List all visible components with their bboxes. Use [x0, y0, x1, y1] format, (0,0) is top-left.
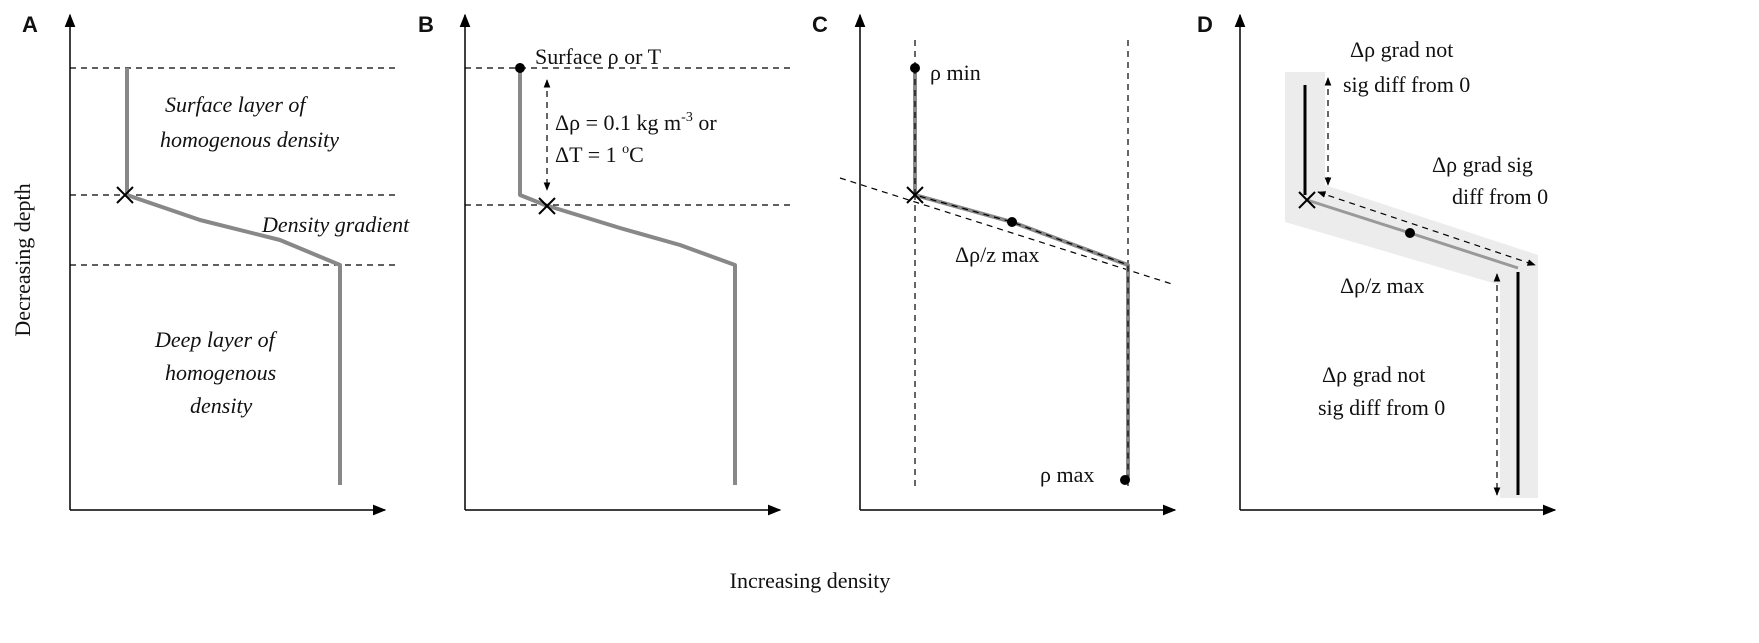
annotation: ρ max	[1040, 462, 1094, 487]
annotation: sig diff from 0	[1343, 72, 1470, 97]
annotation: diff from 0	[1452, 184, 1548, 209]
panel-d: D Δρ grad not sig diff from 0 Δρ grad si…	[1197, 12, 1557, 516]
annotation: Δρ grad sig	[1432, 152, 1533, 177]
mld-marker	[1298, 191, 1316, 209]
range-arrow	[1317, 191, 1536, 266]
panel-label: D	[1197, 12, 1213, 37]
panel-label: C	[812, 12, 828, 37]
confidence-band	[1285, 72, 1538, 498]
annotation-part: Δρ = 0.1 kg m	[555, 110, 681, 135]
annotation: Δρ/z max	[955, 242, 1039, 267]
panel-c: C ρ min Δρ/z max ρ max	[812, 12, 1177, 516]
annotation: Δρ grad not	[1350, 37, 1453, 62]
annotation: density	[190, 393, 253, 418]
annotation: ΔT = 1 oC	[555, 142, 644, 167]
reference-lines	[465, 67, 795, 206]
mld-marker	[906, 186, 924, 204]
annotation: Surface ρ or T	[535, 44, 662, 69]
density-profile	[125, 68, 342, 485]
gradient-point	[1007, 217, 1017, 227]
panel-label: A	[22, 12, 38, 37]
annotation-part: C	[629, 142, 644, 167]
max-point	[1120, 475, 1130, 485]
annotation: Deep layer of	[154, 327, 278, 352]
annotation: ρ min	[930, 60, 981, 85]
superscript: o	[622, 142, 629, 157]
mld-marker	[538, 197, 556, 215]
annotation: Δρ grad not	[1322, 362, 1425, 387]
mld-marker	[116, 186, 134, 204]
superscript: -3	[681, 110, 693, 125]
annotation-part: or	[693, 110, 718, 135]
annotation: homogenous	[165, 360, 276, 385]
annotation: Density gradient	[261, 212, 410, 237]
panel-b: B Surface ρ or T Δρ = 0.1 kg m-3 or ΔT =…	[418, 12, 795, 516]
annotation: homogenous density	[160, 127, 339, 152]
density-profile	[913, 68, 1130, 480]
annotation: Δρ/z max	[1340, 273, 1424, 298]
min-point	[910, 63, 920, 73]
panel-label: B	[418, 12, 434, 37]
annotation: sig diff from 0	[1318, 395, 1445, 420]
annotation: Surface layer of	[165, 92, 308, 117]
surface-point	[515, 63, 525, 73]
x-axis-label: Increasing density	[730, 568, 891, 593]
panel-a: A Surface layer of homogenous density De…	[22, 12, 410, 516]
gradient-point	[1405, 228, 1415, 238]
profile-overlay	[914, 68, 1129, 480]
annotation: Δρ = 0.1 kg m-3 or	[555, 110, 717, 135]
annotation-part: ΔT = 1	[555, 142, 622, 167]
density-profile	[518, 68, 737, 485]
y-axis-label: Decreasing depth	[10, 183, 35, 336]
